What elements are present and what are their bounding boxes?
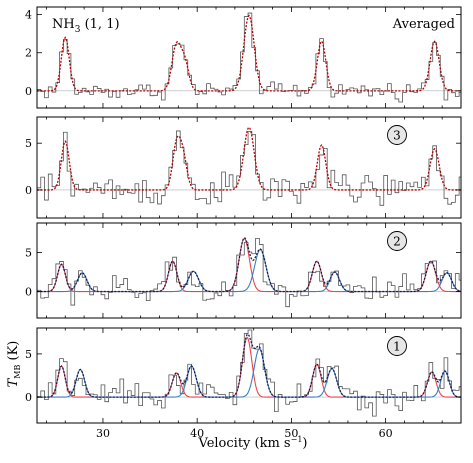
y-axis-label-sub: MB <box>13 365 22 379</box>
total-fit <box>37 237 461 293</box>
x-axis-label-close: ) <box>302 436 307 451</box>
y-tick-label: 0 <box>25 286 32 299</box>
y-axis-label: TMB (K) <box>6 341 22 388</box>
x-tick-label: 40 <box>190 427 204 440</box>
x-tick-label: 30 <box>96 427 110 440</box>
panel-title: NH3 (1, 1) <box>52 17 120 35</box>
panel-label-averaged: Averaged <box>392 17 455 32</box>
panel-title-sub: 3 <box>75 25 81 35</box>
panel-1: 0 2 4 Averaged NH3 (1, 1) <box>25 6 462 109</box>
panel-badge-label: 1 <box>393 340 401 354</box>
total-fit <box>37 14 461 92</box>
panel-frame <box>36 327 462 424</box>
panel-badge <box>387 231 407 251</box>
x-tick-label: 60 <box>379 427 393 440</box>
panel-4: 0 5 1 30 40 50 60 <box>25 327 462 440</box>
panel-badge-label: 3 <box>393 129 401 143</box>
panel-frame <box>36 222 462 319</box>
observed-spectrum <box>37 12 461 103</box>
panel-3: 0 5 2 <box>25 222 462 319</box>
observed-spectrum <box>37 130 461 206</box>
panel-frame <box>36 116 462 219</box>
component-fit-blue <box>37 348 461 398</box>
y-tick-label: 0 <box>25 184 32 197</box>
x-tick-label: 50 <box>284 427 298 440</box>
y-axis-label-main: T <box>6 377 21 387</box>
panel-frame <box>36 6 462 109</box>
y-tick-label: 0 <box>25 85 32 98</box>
total-fit <box>37 126 461 191</box>
panel-title-main: NH <box>52 17 75 32</box>
panel-badge <box>387 336 407 356</box>
panel-badge <box>387 125 407 145</box>
panel-badge-label: 2 <box>393 235 401 249</box>
x-axis-label-sup: −1 <box>291 435 303 444</box>
y-tick-label: 2 <box>25 47 32 60</box>
y-tick-label: 5 <box>25 247 32 260</box>
y-tick-label: 0 <box>25 391 32 404</box>
x-axis-label-main: Velocity (km s <box>198 436 291 451</box>
panel-2: 0 5 3 <box>25 116 462 219</box>
total-fit <box>37 333 461 398</box>
y-tick-label: 5 <box>25 137 32 150</box>
y-tick-label: 4 <box>25 9 32 22</box>
panel-title-rest: (1, 1) <box>80 17 119 32</box>
y-tick-label: 5 <box>25 348 32 361</box>
x-axis-label: Velocity (km s−1) <box>198 435 308 451</box>
y-axis-label-unit: (K) <box>6 341 21 365</box>
